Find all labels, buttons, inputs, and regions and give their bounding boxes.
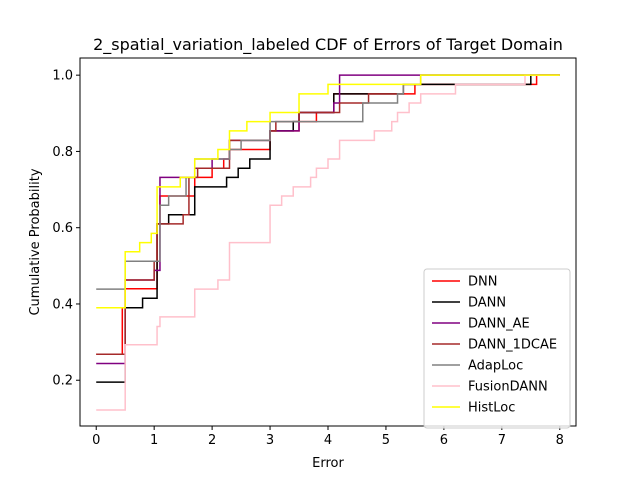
x-tick-label: 6 (440, 433, 448, 448)
x-tick-label: 8 (556, 433, 564, 448)
x-tick-label: 2 (208, 433, 216, 448)
legend-label: DANN_1DCAE (468, 338, 557, 353)
legend-label: DANN (468, 296, 506, 311)
x-axis: 0 1 2 3 4 5 6 7 8 (92, 426, 564, 448)
chart-title: 2_spatial_variation_labeled CDF of Error… (93, 35, 563, 55)
y-tick-label: 0.8 (52, 145, 73, 160)
y-tick-label: 1.0 (52, 69, 73, 84)
legend-label: FusionDANN (468, 380, 548, 395)
x-tick-label: 7 (498, 433, 506, 448)
y-axis-label: Cumulative Probability (28, 168, 43, 315)
y-tick-label: 0.4 (52, 297, 73, 312)
legend-label: DNN (468, 275, 497, 290)
y-axis: 0.2 0.4 0.6 0.8 1.0 (52, 69, 80, 389)
y-tick-label: 0.2 (52, 374, 73, 389)
x-tick-label: 5 (382, 433, 390, 448)
x-axis-label: Error (312, 456, 344, 471)
plot-area (96, 74, 560, 411)
legend-box (423, 268, 571, 429)
x-tick-label: 4 (324, 433, 332, 448)
series-line-adaploc (96, 74, 560, 290)
x-tick-label: 0 (92, 433, 100, 448)
series-line-histloc (96, 74, 560, 309)
legend-label: AdapLoc (468, 359, 523, 374)
y-tick-label: 0.6 (52, 221, 73, 236)
x-tick-label: 3 (266, 433, 274, 448)
legend-label: DANN_AE (468, 317, 530, 332)
legend: DNN DANN DANN_AE DANN_1DCAE AdapLoc FusionDAN… (423, 268, 571, 429)
legend-label: HistLoc (468, 401, 515, 416)
x-tick-label: 1 (150, 433, 158, 448)
series-line-fusiondann (96, 74, 560, 411)
